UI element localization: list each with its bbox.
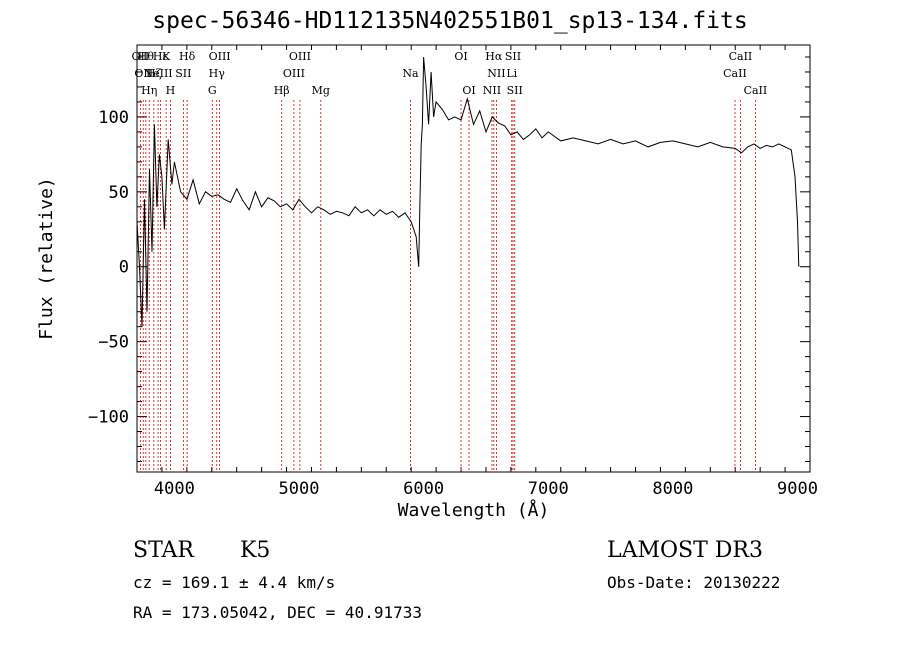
line-marker-label: Hζ [146, 67, 162, 80]
x-tick-label: 9000 [777, 479, 818, 499]
survey-label: LAMOST DR3 [607, 538, 763, 563]
plot-frame [136, 44, 811, 473]
line-marker-label: OIII [289, 50, 311, 63]
line-marker-label: CaII [744, 84, 768, 97]
class-label: STAR [133, 538, 194, 563]
x-tick-label: 5000 [279, 479, 320, 499]
y-tick-label: 50 [109, 183, 129, 203]
line-marker-label: SII [175, 67, 191, 80]
x-tick-label: 4000 [154, 479, 195, 499]
cz-value: cz = 169.1 ± 4.4 km/s [133, 573, 336, 592]
line-marker-label: K [162, 50, 171, 63]
line-marker-label: NeIII [143, 67, 172, 80]
line-marker-label: Hε [153, 50, 169, 63]
line-marker-label: Hγ [209, 67, 226, 80]
x-tick-label: 7000 [528, 479, 569, 499]
x-tick-label: 6000 [403, 479, 444, 499]
coordinates: RA = 173.05042, DEC = 40.91733 [133, 603, 422, 622]
line-marker-label: Hα [485, 50, 503, 63]
line-marker-label: G [208, 84, 217, 97]
obs-date: Obs-Date: 20130222 [607, 573, 781, 592]
chart-title: spec-56346-HD112135N402551B01_sp13-134.f… [152, 8, 748, 34]
subclass-label: K5 [240, 538, 271, 563]
spectrum-line [137, 56, 800, 327]
y-tick-label: −100 [88, 408, 129, 428]
line-marker-label: Hη [141, 84, 157, 97]
line-marker-label: SII [507, 84, 523, 97]
line-marker-label: OIII [283, 67, 305, 80]
x-axis-label: Wavelength (Å) [398, 499, 550, 521]
line-marker-label: OII [132, 50, 150, 63]
line-marker-label: OII [134, 67, 152, 80]
x-tick-label: 8000 [652, 479, 693, 499]
line-marker-label: Na [402, 67, 419, 80]
line-marker-label: Hδ [179, 50, 196, 63]
y-axis-label: Flux (relative) [36, 177, 57, 340]
line-marker-label: OI [462, 84, 475, 97]
line-marker-label: OIII [209, 50, 231, 63]
line-marker-label: SII [505, 50, 521, 63]
y-tick-label: 0 [119, 258, 129, 278]
line-marker-label: CaII [729, 50, 753, 63]
line-marker-label: Hθ [138, 50, 155, 63]
line-marker-label: OI [454, 50, 467, 63]
line-marker-label: NII [487, 67, 505, 80]
line-marker-label: Mg [312, 84, 330, 97]
line-marker-label: Li [506, 67, 517, 80]
line-marker-label: Hβ [274, 84, 290, 97]
line-marker-label: H [166, 84, 176, 97]
y-tick-label: 100 [98, 108, 129, 128]
line-marker-label: CaII [723, 67, 747, 80]
y-tick-label: −50 [98, 333, 129, 353]
line-marker-label: NII [483, 84, 501, 97]
